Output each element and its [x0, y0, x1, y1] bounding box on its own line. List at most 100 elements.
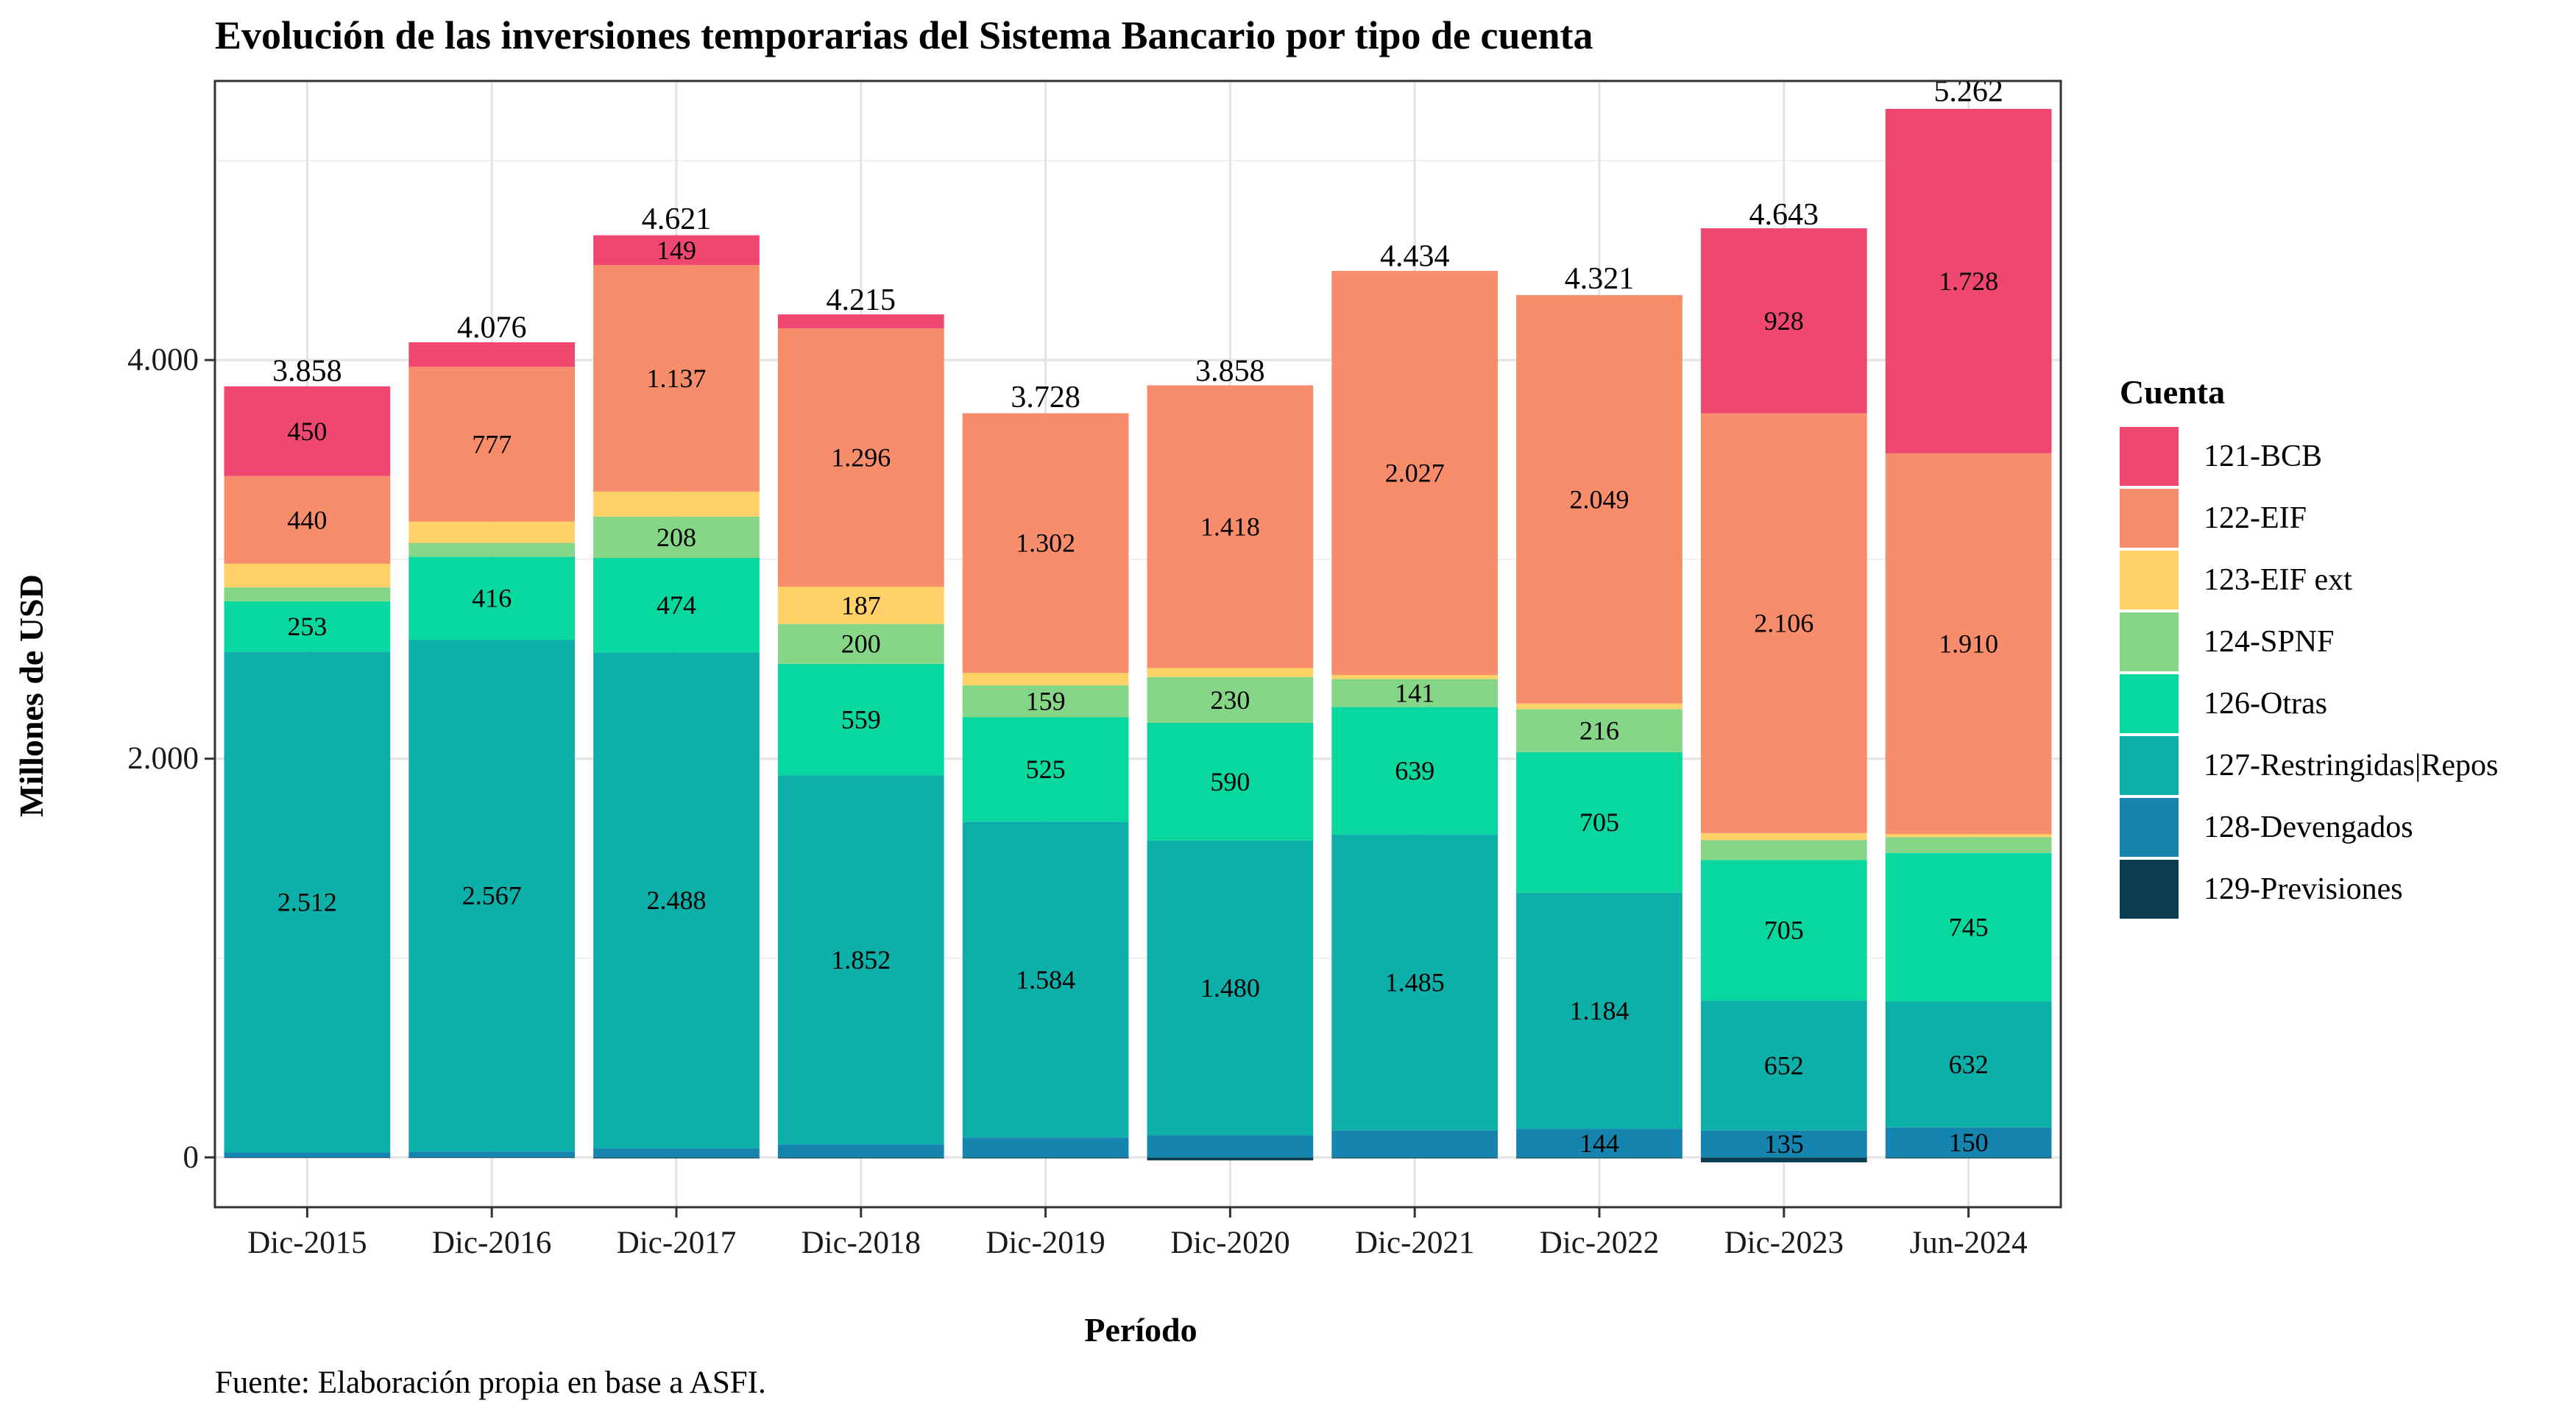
x-tick-label: Dic-2022 [1540, 1226, 1659, 1260]
bar-segment [224, 587, 391, 601]
bar-segment [1516, 752, 1682, 893]
bar-segment [1147, 668, 1314, 677]
bar-segment [593, 235, 760, 265]
x-tick-label: Dic-2023 [1724, 1226, 1844, 1260]
bar-segment [777, 314, 944, 329]
segment-data-label: 159 [1026, 687, 1066, 716]
legend-label: 126-Otras [2204, 687, 2327, 721]
bar-segment [1700, 860, 1867, 1001]
segment-data-label: 1.728 [1939, 266, 1998, 296]
bar-segment [593, 264, 760, 492]
bar-segment [1147, 840, 1314, 1136]
legend-label: 128-Devengados [2204, 810, 2413, 844]
bar-segment [1516, 294, 1682, 704]
total-data-label: 4.643 [1749, 198, 1819, 232]
total-data-label: 3.858 [1195, 355, 1265, 389]
bar-segment [962, 1157, 1129, 1159]
x-tick-label: Dic-2016 [432, 1226, 551, 1260]
bar-segment [1700, 1157, 1867, 1163]
segment-data-label: 705 [1579, 808, 1619, 837]
bar-segment [408, 640, 576, 1152]
legend-label: 127-Restringidas|Repos [2204, 749, 2498, 782]
bar-segment [593, 1148, 760, 1158]
bar-segment [593, 558, 760, 653]
total-data-label: 4.215 [827, 283, 896, 317]
segment-data-label: 150 [1949, 1128, 1989, 1157]
segment-data-label: 2.027 [1385, 459, 1445, 488]
segment-data-label: 2.567 [462, 881, 522, 911]
bar-segment [1147, 385, 1314, 668]
bar-segment [777, 328, 944, 587]
legend-label: 122-EIF [2204, 501, 2307, 535]
bar-segment [593, 1157, 760, 1159]
bar-segment [593, 516, 760, 559]
x-tick-label: Dic-2018 [802, 1226, 921, 1260]
segment-data-label: 200 [841, 629, 881, 659]
bar-segment [1147, 1135, 1314, 1158]
bar-segment [777, 623, 944, 664]
segment-data-label: 1.910 [1939, 629, 1998, 658]
bar-segment [1516, 703, 1682, 710]
bar-segment [224, 1152, 391, 1158]
bar-segment [1885, 1001, 2052, 1128]
bar-segment [1331, 834, 1498, 1131]
segment-data-label: 559 [841, 704, 881, 734]
segment-data-label: 639 [1395, 756, 1434, 785]
bar-segment [1516, 1128, 1682, 1158]
bar-segment [1700, 1000, 1867, 1131]
segment-data-label: 440 [287, 505, 327, 534]
bar-segment [408, 1151, 576, 1158]
bar-segment [777, 775, 944, 1145]
segment-data-label: 450 [287, 417, 327, 446]
bar-segment [1331, 271, 1498, 675]
segment-data-label: 1.480 [1200, 973, 1260, 1003]
segment-data-label: 777 [472, 430, 512, 459]
segment-data-label: 928 [1764, 306, 1804, 336]
legend-swatch [2120, 612, 2179, 671]
legend-swatch [2120, 798, 2179, 857]
legend-label: 124-SPNF [2204, 625, 2334, 659]
chart-caption: Fuente: Elaboración propia en base a ASF… [215, 1365, 766, 1400]
bar-segment [1331, 1130, 1498, 1158]
segment-data-label: 1.302 [1016, 529, 1075, 558]
bar-segment [1885, 1157, 2052, 1159]
legend-label: 121-BCB [2204, 439, 2322, 473]
segment-data-label: 632 [1949, 1050, 1989, 1079]
segment-data-label: 149 [657, 236, 696, 265]
bar-segment [1885, 837, 2052, 853]
bar-segment [1700, 833, 1867, 841]
bar-segment [1885, 453, 2052, 835]
bar-segment [1700, 840, 1867, 861]
legend-swatch [2120, 489, 2179, 548]
bar-segment [777, 1157, 944, 1159]
segment-data-label: 253 [287, 612, 327, 641]
bar-segment [1147, 722, 1314, 841]
bar-segment [593, 652, 760, 1149]
segment-data-label: 745 [1949, 913, 1989, 942]
segment-data-label: 416 [472, 584, 512, 613]
bar-segment [1700, 228, 1867, 414]
segment-data-label: 2.488 [647, 886, 707, 915]
x-tick-label: Dic-2017 [617, 1226, 736, 1260]
y-tick-label: 2.000 [127, 741, 199, 776]
segment-data-label: 705 [1764, 916, 1804, 945]
bar-segment [224, 651, 391, 1153]
segment-data-label: 474 [657, 590, 696, 620]
segment-data-label: 590 [1210, 767, 1250, 796]
bar-segment [1516, 709, 1682, 752]
bar-segment [1885, 108, 2052, 453]
legend-label: 129-Previsiones [2204, 872, 2403, 906]
total-data-label: 3.728 [1011, 381, 1080, 414]
bar-segment [1147, 1157, 1314, 1161]
segment-data-label: 1.418 [1200, 512, 1260, 542]
bar-segment [962, 717, 1129, 822]
bar-segment [1331, 674, 1498, 679]
segment-data-label: 144 [1579, 1128, 1619, 1158]
bar-segment [962, 685, 1129, 718]
legend-swatch [2120, 551, 2179, 609]
bar-segment [777, 1144, 944, 1158]
total-data-label: 3.858 [272, 355, 342, 389]
bar-segment [1147, 676, 1314, 723]
y-tick-label: 4.000 [127, 343, 199, 378]
